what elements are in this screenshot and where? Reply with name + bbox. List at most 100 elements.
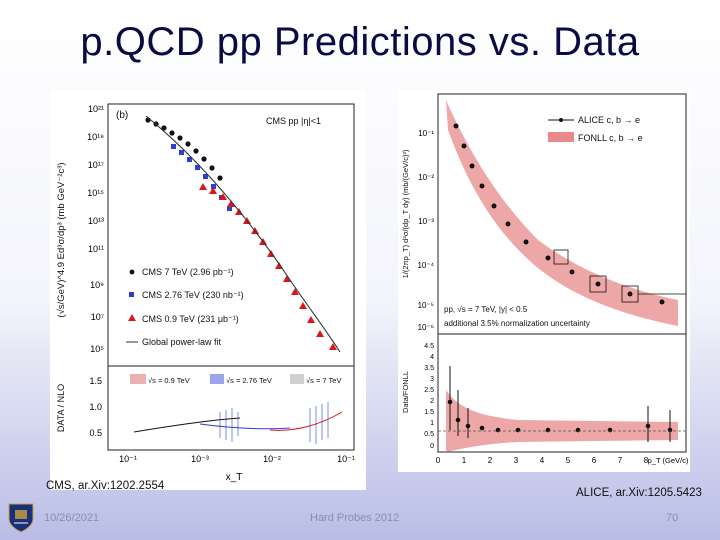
cms-x-tick: 10⁻¹ — [119, 454, 137, 464]
alice-x-tick: 3 — [514, 456, 519, 465]
alice-y-tick: 10⁻² — [418, 173, 434, 182]
alice-point — [453, 123, 459, 129]
alice-x-tick: 7 — [618, 456, 623, 465]
cms-y-ticks: 10²¹ 10¹⁹ 10¹⁷ 10¹⁵ 10¹³ 10¹¹ 10⁹ 10⁷ 10… — [87, 104, 104, 354]
cms-legend-marker-7tev — [129, 269, 135, 275]
alice-point — [659, 299, 665, 305]
cms-point-7tev — [217, 175, 223, 181]
cms-point-09tev — [227, 200, 235, 207]
footer-date: 10/26/2021 — [44, 512, 100, 524]
alice-ratio-tick: 3.5 — [424, 365, 434, 372]
cms-band-276tev — [210, 374, 224, 384]
cms-y-tick: 10¹¹ — [88, 244, 104, 254]
cms-point-7tev — [185, 141, 191, 147]
cms-point-09tev — [283, 275, 291, 282]
alice-ratio-band — [446, 390, 678, 452]
cms-figure: (b) CMS pp |η|<1 10²¹ 10¹⁹ 10¹⁷ 10¹⁵ 10¹… — [50, 90, 366, 490]
cms-point-276tev — [171, 144, 176, 149]
alice-ratio-tick: 4.5 — [424, 343, 434, 350]
alice-fonll-band — [446, 100, 678, 326]
cms-y-tick: 10¹³ — [88, 216, 104, 226]
alice-legend-entry: ALICE c, b → e — [578, 115, 640, 125]
alice-figure: 1/(2πp_T) d²σ/(dp_T dy) (mb/(GeV/c)²) 10… — [398, 90, 690, 472]
footer-conference: Hard Probes 2012 — [310, 512, 400, 524]
alice-point — [479, 183, 485, 189]
cms-point-7tev — [177, 135, 183, 141]
alice-annotation: pp, √s = 7 TeV, |y| < 0.5 — [444, 305, 528, 314]
cms-x-axis-label: x_T — [226, 472, 243, 483]
alice-legend-entry: FONLL c, b → e — [578, 133, 643, 143]
cms-legend-entry: CMS 0.9 TeV (231 μb⁻¹) — [142, 314, 239, 324]
cms-series-7tev — [145, 117, 223, 181]
cms-y-tick: 10⁵ — [90, 344, 104, 354]
alice-y-axis-label: 1/(2πp_T) d²σ/(dp_T dy) (mb/(GeV/c)²) — [401, 149, 410, 278]
cms-ratio-data — [133, 402, 343, 444]
cms-band-label: √s = 0.9 TeV — [148, 376, 190, 385]
cms-point-7tev — [209, 165, 215, 171]
cms-y-tick: 10²¹ — [88, 104, 104, 114]
cms-panel-label: (b) — [116, 110, 128, 121]
cms-ratio-curve-09tev — [269, 411, 343, 431]
alice-point — [595, 281, 601, 287]
alice-ratio-y-label: Data/FONLL — [401, 371, 410, 413]
cms-band-label: √s = 7 TeV — [306, 376, 341, 385]
cms-x-tick: 10⁻³ — [191, 454, 209, 464]
cms-point-276tev — [211, 184, 216, 189]
alice-point — [461, 143, 467, 149]
alice-ratio-tick: 2.5 — [424, 387, 434, 394]
alice-point — [469, 163, 475, 169]
alice-citation: ALICE, ar.Xiv:1205.5423 — [576, 487, 702, 499]
cms-point-09tev — [299, 302, 307, 309]
alice-x-tick: 8 — [644, 456, 649, 465]
cms-point-09tev — [209, 187, 217, 194]
alice-ratio-ticks: 4.5 4 3.5 3 2.5 2 1.5 1 0.5 0 — [424, 343, 434, 450]
cms-y-tick: 10⁷ — [91, 312, 104, 322]
alice-legend: ALICE c, b → e FONLL c, b → e — [548, 115, 643, 143]
cms-point-7tev — [161, 125, 167, 131]
alice-syst-box — [553, 249, 569, 265]
cms-legend-entry: CMS 2.76 TeV (230 nb⁻¹) — [142, 290, 244, 300]
cms-point-09tev — [199, 183, 207, 190]
alice-ratio-tick: 1 — [430, 420, 434, 427]
alice-x-tick: 6 — [592, 456, 597, 465]
cms-band-09tev — [130, 374, 146, 384]
cms-ratio-curve-7tev — [133, 417, 241, 433]
cms-point-09tev — [329, 343, 337, 350]
alice-legend-marker-band — [548, 132, 574, 142]
alice-x-axis-label: p_T (GeV/c) — [648, 456, 689, 465]
cms-point-09tev — [219, 193, 227, 200]
alice-annotation: additional 3.5% normalization uncertaint… — [444, 319, 590, 328]
cms-band-label: √s = 2.76 TeV — [226, 376, 272, 385]
alice-ratio-tick: 0.5 — [424, 431, 434, 438]
alice-x-tick: 5 — [566, 456, 571, 465]
cms-point-276tev — [195, 165, 200, 170]
cms-y-tick: 10¹⁹ — [87, 132, 104, 142]
cms-legend-entry: Global power-law fit — [142, 337, 222, 347]
alice-ratio-tick: 4 — [430, 354, 434, 361]
cms-point-7tev — [201, 156, 207, 162]
cms-x-tick: 10⁻² — [263, 454, 281, 464]
cms-point-7tev — [193, 148, 199, 154]
alice-legend-dot — [559, 118, 563, 122]
cms-y-tick: 10⁹ — [90, 280, 104, 290]
alice-x-tick: 0 — [436, 456, 441, 465]
alice-x-tick: 2 — [488, 456, 493, 465]
alice-point — [491, 203, 497, 209]
cms-series-276tev — [171, 144, 232, 211]
alice-x-tick: 4 — [540, 456, 545, 465]
alice-point — [569, 269, 575, 275]
cms-legend-marker-09tev — [128, 314, 136, 321]
alice-y-tick: 10⁻⁴ — [417, 261, 434, 270]
alice-ratio-tick: 1.5 — [424, 409, 434, 416]
cms-x-tick: 10⁻¹ — [337, 454, 355, 464]
cms-ratio-tick: 0.5 — [89, 428, 102, 438]
cms-legend-entry: CMS 7 TeV (2.96 pb⁻¹) — [142, 267, 234, 277]
alice-ratio-tick: 0 — [430, 443, 434, 450]
alice-y-tick: 10⁻⁶ — [418, 323, 434, 332]
cms-ratio-errorbars — [219, 402, 329, 444]
cms-ratio-tick: 1.5 — [89, 376, 102, 386]
alice-point — [545, 255, 551, 261]
alice-y-tick: 10⁻¹ — [418, 129, 434, 138]
cms-point-09tev — [316, 330, 324, 337]
cms-point-09tev — [307, 316, 315, 323]
